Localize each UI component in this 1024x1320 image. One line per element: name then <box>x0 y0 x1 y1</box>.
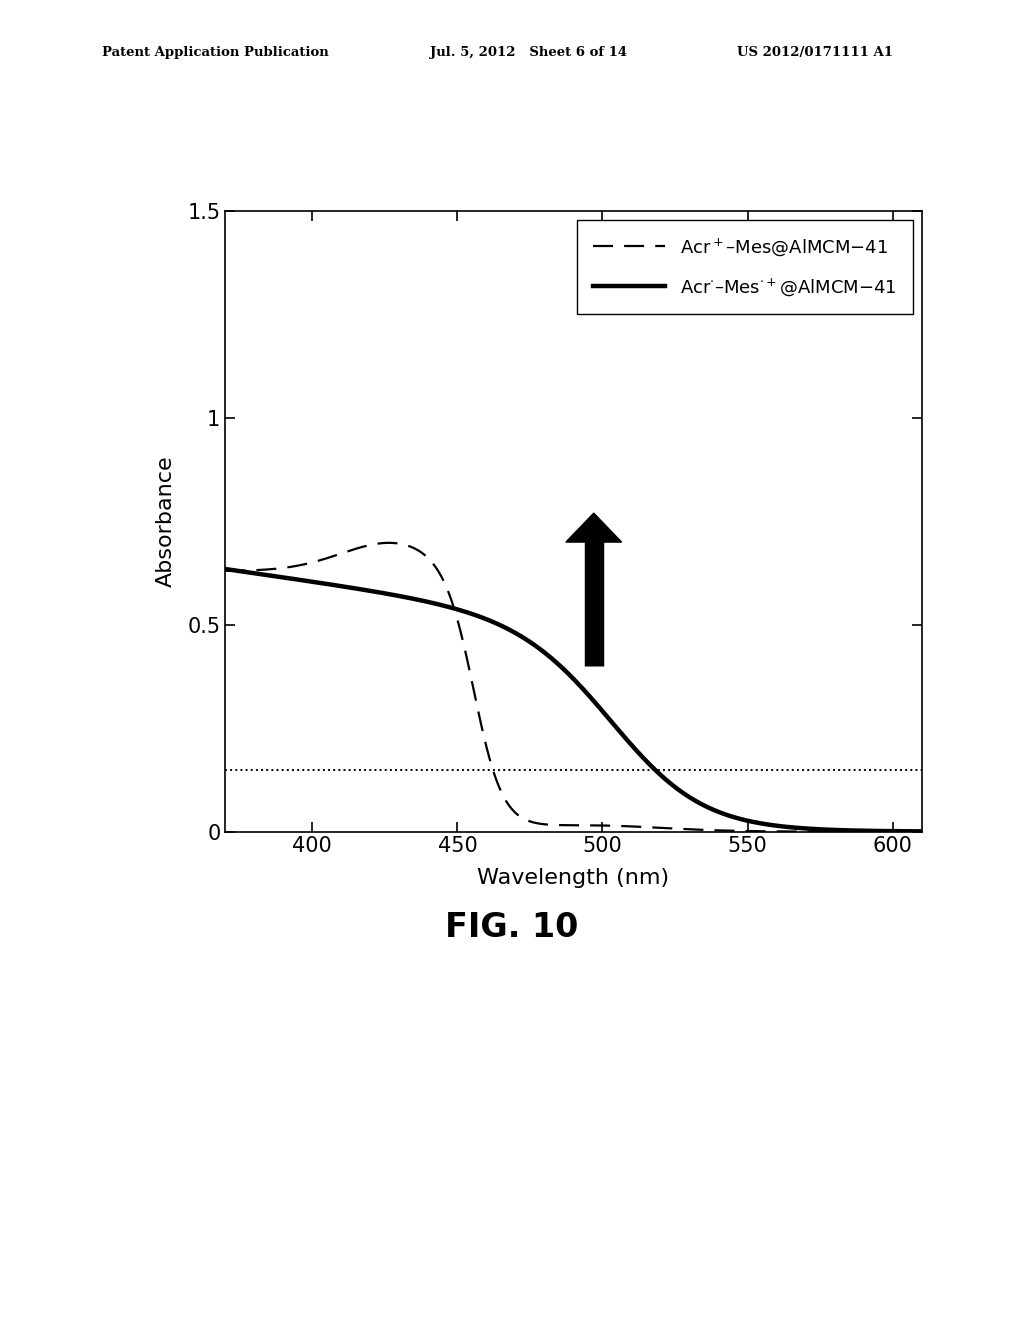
Text: Patent Application Publication: Patent Application Publication <box>102 46 329 59</box>
Text: US 2012/0171111 A1: US 2012/0171111 A1 <box>737 46 893 59</box>
Polygon shape <box>566 513 622 543</box>
Y-axis label: Absorbance: Absorbance <box>157 455 176 587</box>
Text: Jul. 5, 2012   Sheet 6 of 14: Jul. 5, 2012 Sheet 6 of 14 <box>430 46 628 59</box>
X-axis label: Wavelength (nm): Wavelength (nm) <box>477 867 670 887</box>
Legend: Acr$^+$–Mes@AlMCM−41, Acr$^{\cdot}$–Mes$^{\cdot+}$@AlMCM−41: Acr$^+$–Mes@AlMCM−41, Acr$^{\cdot}$–Mes$… <box>577 220 912 314</box>
Text: FIG. 10: FIG. 10 <box>445 911 579 944</box>
